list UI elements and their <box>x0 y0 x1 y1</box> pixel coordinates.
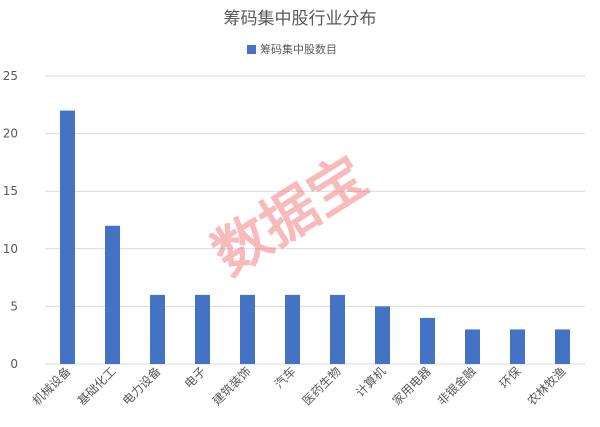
y-axis: 0 5 10 15 20 25 <box>3 69 18 371</box>
y-tick-label: 5 <box>10 299 18 313</box>
y-tick-label: 25 <box>3 69 18 83</box>
y-tick-label: 0 <box>10 357 18 371</box>
bars <box>60 110 570 364</box>
gridlines <box>45 75 585 365</box>
x-category-label: 电力设备 <box>120 364 164 408</box>
x-category-label: 计算机 <box>353 364 389 400</box>
bar <box>150 294 165 364</box>
bar <box>195 294 210 364</box>
x-category-label: 机械设备 <box>29 364 74 409</box>
chart-title: 筹码集中股行业分布 <box>224 9 377 29</box>
y-tick-label: 10 <box>3 242 18 256</box>
x-category-label: 环保 <box>497 364 524 391</box>
bar <box>555 329 570 364</box>
bar <box>285 294 300 364</box>
watermark: 数据宝 <box>202 144 379 288</box>
x-category-label: 汽车 <box>271 364 299 392</box>
bar <box>60 110 75 364</box>
bar <box>465 329 480 364</box>
x-category-label: 农林牧渔 <box>525 364 569 408</box>
legend-swatch <box>247 45 256 54</box>
x-category-label: 家用电器 <box>389 364 434 409</box>
bar <box>240 294 255 364</box>
bar <box>420 317 435 364</box>
bar <box>105 225 120 364</box>
x-axis: 机械设备 基础化工 电力设备 电子 建筑装饰 汽车 医药生物 计算机 家用电器 非银金融 环保 农林牧… <box>29 364 569 409</box>
x-category-label: 电子 <box>182 364 209 391</box>
bar <box>510 329 525 364</box>
x-category-label: 医药生物 <box>300 364 344 408</box>
y-tick-label: 15 <box>3 184 18 198</box>
x-category-label: 基础化工 <box>75 364 119 408</box>
bar <box>330 294 345 364</box>
x-category-label: 非银金融 <box>434 364 479 409</box>
legend: 筹码集中股数目 <box>247 42 337 56</box>
y-tick-label: 20 <box>3 127 18 141</box>
bar <box>375 306 390 364</box>
x-category-label: 建筑装饰 <box>209 364 254 409</box>
legend-label: 筹码集中股数目 <box>260 42 337 56</box>
